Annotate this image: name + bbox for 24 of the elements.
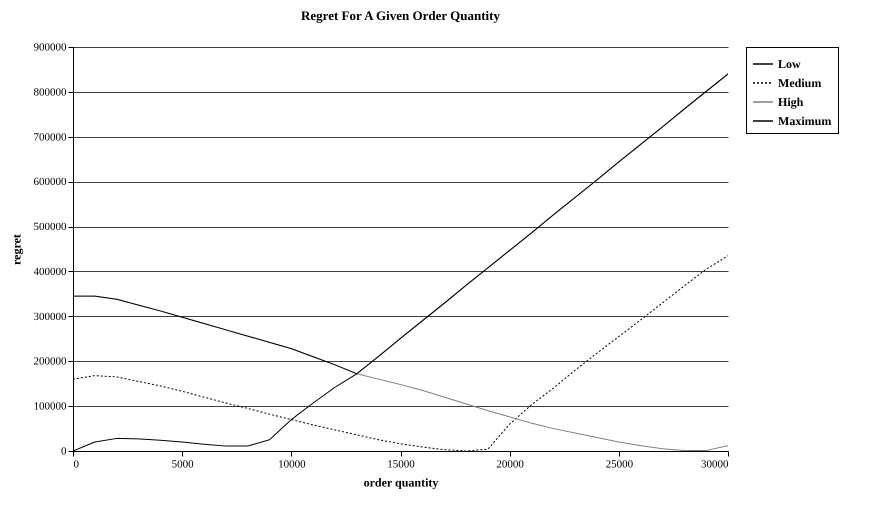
x-tick-label: 30000 — [701, 458, 729, 470]
y-tick-label: 100000 — [34, 400, 67, 413]
legend-label: Maximum — [778, 114, 832, 128]
x-tick-label: 0 — [74, 458, 80, 470]
y-axis-title: regret — [10, 234, 24, 265]
x-tick-label: 20000 — [496, 458, 524, 470]
x-tick-label: 15000 — [387, 458, 416, 470]
y-tick-label: 500000 — [34, 221, 67, 234]
x-tick-label: 25000 — [606, 458, 634, 470]
chart-title: Regret For A Given Order Quantity — [301, 8, 500, 23]
x-tick-label: 10000 — [278, 458, 306, 470]
y-tick-label: 300000 — [34, 310, 67, 323]
x-tick-label: 5000 — [172, 458, 194, 470]
legend-label: High — [778, 95, 804, 109]
legend-label: Medium — [778, 76, 822, 90]
y-tick-label: 700000 — [34, 131, 67, 144]
legend-label: Low — [778, 57, 802, 71]
y-tick-label: 200000 — [34, 356, 67, 368]
y-tick-label: 600000 — [34, 176, 67, 188]
x-axis-title: order quantity — [364, 476, 438, 490]
y-tick-label: 900000 — [34, 42, 67, 54]
y-tick-label: 0 — [61, 446, 67, 458]
y-tick-label: 400000 — [34, 266, 67, 278]
y-tick-label: 800000 — [34, 86, 67, 98]
